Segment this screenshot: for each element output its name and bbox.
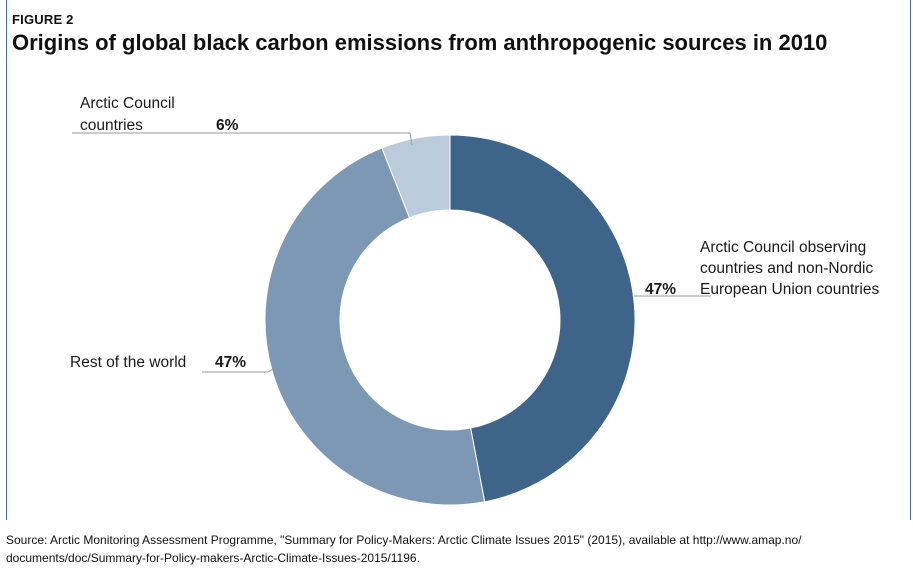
label-rest-of-world: Rest of the world (70, 354, 186, 371)
label-arctic-line1: Arctic Council (80, 95, 175, 112)
label-observers-line2: countries and non-Nordic (700, 260, 873, 277)
label-arctic-line2: countries (80, 117, 143, 134)
leader-line-arctic (72, 132, 413, 146)
value-label-observers: 47% (645, 281, 676, 298)
figure-frame (6, 0, 911, 520)
source-line-1: Source: Arctic Monitoring Assessment Pro… (6, 533, 802, 547)
donut-chart: Arctic Council observing countries and n… (70, 95, 879, 506)
slices-group (264, 134, 636, 506)
source-line-2: documents/doc/Summary-for-Policy-makers-… (6, 551, 420, 565)
value-label-arctic: 6% (216, 117, 239, 134)
chart-title: Origins of global black carbon emissions… (12, 30, 828, 55)
source-note: Source: Arctic Monitoring Assessment Pro… (6, 531, 911, 567)
leader-line-rest (202, 368, 274, 373)
slice-arctic-council (381, 134, 451, 219)
figure-label: FIGURE 2 (12, 12, 74, 27)
slice-observers (449, 134, 636, 503)
label-observers-line3: European Union countries (700, 281, 879, 298)
value-label-rest-of-world: 47% (215, 354, 246, 371)
slice-rest-of-world (264, 147, 486, 506)
label-observers-line1: Arctic Council observing (700, 239, 866, 256)
